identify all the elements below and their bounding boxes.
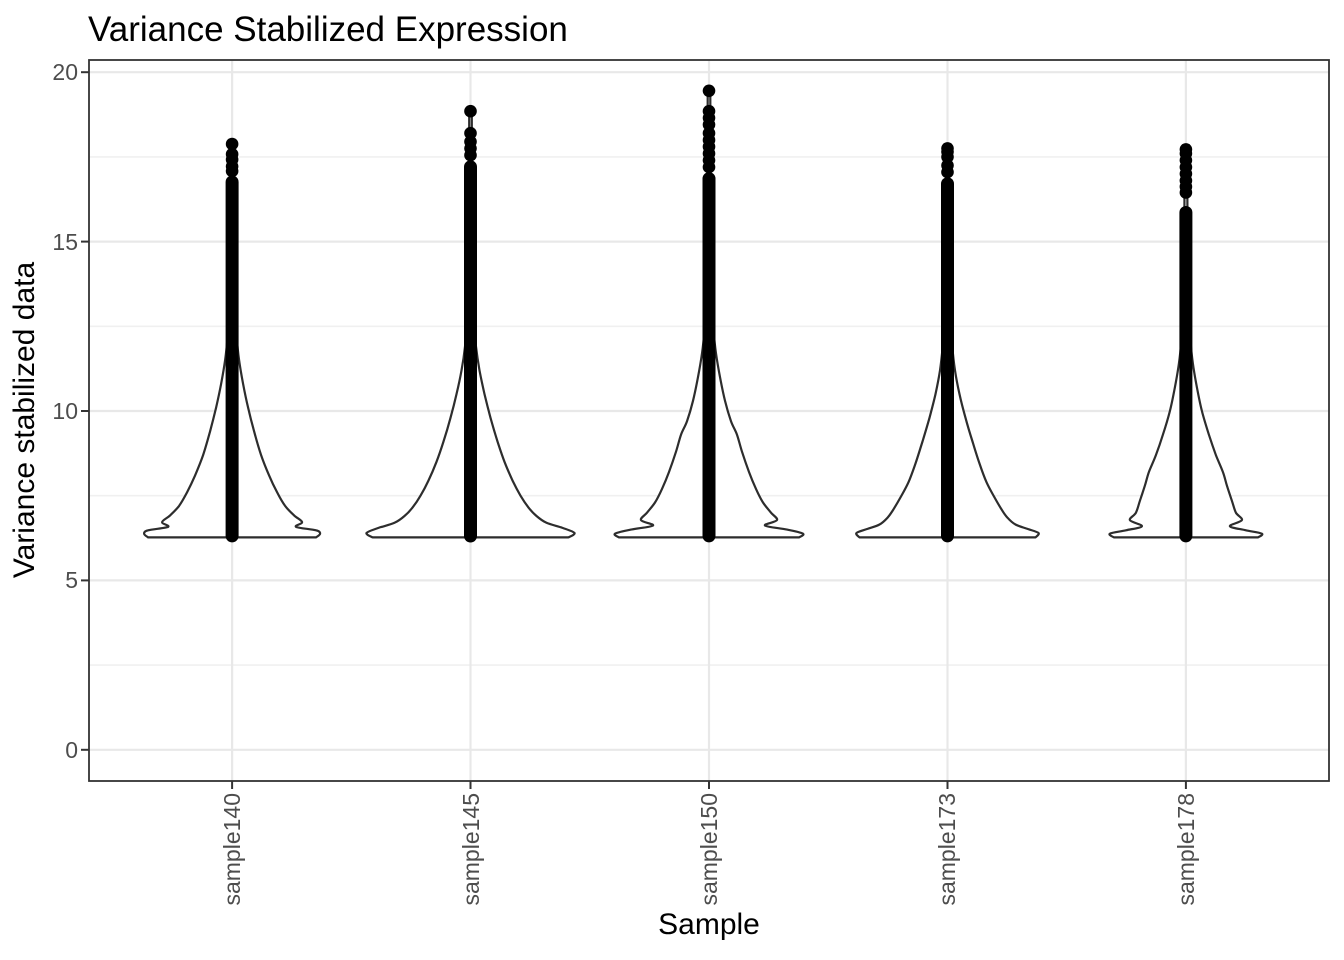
points-column-sample145 [464,160,477,543]
x-tick-label-sample140: sample140 [219,793,245,906]
point-sample145 [464,104,477,118]
y-tick-label: 0 [65,737,78,763]
x-tick-label-sample145: sample145 [458,793,484,906]
point-sample150 [702,104,716,118]
points-column-sample178 [1179,206,1193,543]
x-tick-label-sample178: sample178 [1173,793,1199,906]
point-sample145 [464,126,477,140]
y-tick-label: 10 [52,398,78,424]
point-sample178 [1179,143,1193,156]
point-sample140 [225,147,239,161]
point-sample140 [225,137,239,151]
x-axis-title: Sample [658,908,760,941]
x-tick-label-sample173: sample173 [934,793,960,906]
x-tick-label-sample150: sample150 [696,793,722,906]
points-column-sample140 [225,175,239,543]
point-sample150 [702,84,716,98]
chart-title: Variance Stabilized Expression [88,10,568,49]
points-column-sample150 [702,172,716,543]
y-tick-label: 15 [52,229,78,255]
y-tick-label: 5 [65,567,78,593]
panel-border [88,59,1330,782]
points-column-sample173 [941,177,954,543]
y-tick-label: 20 [52,59,78,85]
point-sample173 [941,142,954,155]
